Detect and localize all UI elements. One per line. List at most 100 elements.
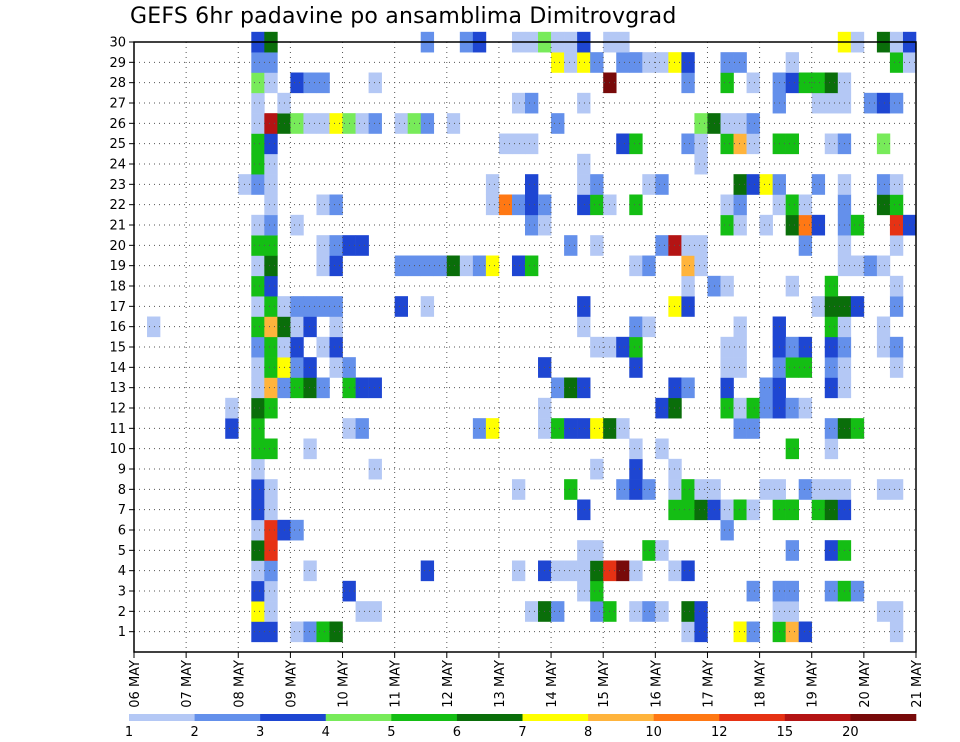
- heatmap-cell: [681, 133, 695, 155]
- heatmap-cell: [889, 296, 904, 317]
- heatmap-cell: [564, 52, 578, 73]
- heatmap-cell: [694, 113, 708, 134]
- heatmap-cell: [303, 621, 317, 643]
- heatmap-cell: [629, 458, 643, 480]
- heatmap-cell: [694, 153, 708, 175]
- heatmap-cell: [811, 92, 826, 114]
- heatmap-cell: [629, 479, 643, 500]
- heatmap-cell: [733, 336, 747, 358]
- heatmap-cell: [746, 174, 760, 195]
- heatmap-cell: [316, 235, 330, 256]
- heatmap-cell: [264, 580, 278, 602]
- heatmap-cell: [733, 214, 747, 236]
- heatmap-cell: [316, 194, 330, 216]
- heatmap-cell: [420, 296, 435, 317]
- heatmap-cell: [251, 92, 265, 114]
- heatmap-cell: [798, 214, 813, 236]
- heatmap-cell: [525, 255, 539, 277]
- heatmap-cell: [681, 296, 695, 317]
- colorbar-label: 6: [453, 725, 461, 740]
- heatmap-cell: [264, 153, 278, 175]
- heatmap-cell: [811, 479, 826, 500]
- y-tick-label: 28: [109, 76, 126, 91]
- heatmap-cell: [642, 316, 656, 338]
- colorbar-segment: [391, 714, 458, 721]
- heatmap-cell: [785, 357, 799, 378]
- heatmap-cell: [746, 580, 760, 602]
- heatmap-cell: [459, 255, 474, 277]
- heatmap-cell: [668, 560, 682, 582]
- heatmap-cell: [655, 438, 669, 460]
- heatmap-cell: [251, 336, 265, 358]
- heatmap-cell: [485, 418, 500, 439]
- heatmap-cell: [824, 479, 839, 500]
- heatmap-cell: [551, 418, 565, 439]
- heatmap-cell: [746, 418, 760, 439]
- heatmap-cell: [577, 296, 591, 317]
- heatmap-cell: [551, 377, 565, 399]
- colorbar-segment: [325, 714, 392, 721]
- heatmap-cell: [264, 499, 278, 521]
- heatmap-cell: [564, 235, 578, 256]
- colorbar-label: 3: [256, 725, 264, 740]
- heatmap-cell: [759, 377, 773, 399]
- heatmap-cell: [629, 255, 643, 277]
- heatmap-cell: [798, 397, 813, 419]
- heatmap-cell: [681, 52, 695, 73]
- heatmap-cell: [577, 418, 591, 439]
- heatmap-cell: [525, 194, 539, 216]
- heatmap-cell: [889, 194, 904, 216]
- heatmap-cell: [759, 479, 773, 500]
- colorbar-segment: [653, 714, 720, 721]
- heatmap-cell: [798, 235, 813, 256]
- heatmap-cell: [290, 316, 304, 338]
- heatmap-cell: [785, 133, 799, 155]
- heatmap-cell: [889, 92, 904, 114]
- heatmap-cell: [720, 519, 734, 541]
- heatmap-cell: [889, 621, 904, 643]
- heatmap-cell: [746, 133, 760, 155]
- heatmap-cell: [525, 92, 539, 114]
- heatmap-cell: [420, 560, 435, 582]
- heatmap-cell: [577, 499, 591, 521]
- heatmap-cell: [668, 479, 682, 500]
- heatmap-cell: [720, 499, 734, 521]
- heatmap-cell: [446, 255, 461, 277]
- heatmap-cell: [655, 52, 669, 73]
- heatmap-cell: [329, 255, 343, 277]
- heatmap-cell: [329, 194, 343, 216]
- heatmap-cell: [616, 418, 630, 439]
- heatmap-cell: [251, 479, 265, 500]
- heatmap-cell: [811, 214, 826, 236]
- heatmap-cell: [889, 275, 904, 297]
- heatmap-cell: [785, 621, 799, 643]
- heatmap-cell: [329, 316, 343, 338]
- heatmap-cell: [668, 499, 682, 521]
- heatmap-cell: [785, 397, 799, 419]
- heatmap-cell: [759, 174, 773, 195]
- colorbar-segment: [260, 714, 327, 721]
- colorbar-segment: [719, 714, 786, 721]
- colorbar-label: 12: [711, 725, 728, 740]
- heatmap-cell: [889, 601, 904, 622]
- heatmap-cell: [681, 499, 695, 521]
- heatmap-cell: [629, 52, 643, 73]
- y-tick-label: 2: [118, 605, 126, 620]
- heatmap-cell: [264, 560, 278, 582]
- heatmap-cell: [251, 275, 265, 297]
- heatmap-cell: [498, 133, 513, 155]
- heatmap-cell: [329, 336, 343, 358]
- y-tick-label: 6: [118, 524, 126, 539]
- heatmap-cell: [147, 316, 161, 338]
- heatmap-cell: [785, 72, 799, 94]
- y-tick-label: 13: [109, 381, 126, 396]
- heatmap-cell: [668, 458, 682, 480]
- x-tick-label: 12 MAY: [441, 660, 456, 708]
- heatmap-cell: [824, 438, 839, 460]
- heatmap-cell: [785, 499, 799, 521]
- heatmap-cell: [798, 357, 813, 378]
- heatmap-cell: [251, 255, 265, 277]
- heatmap-cell: [251, 438, 265, 460]
- heatmap-cell: [590, 458, 604, 480]
- y-tick-label: 24: [109, 158, 126, 173]
